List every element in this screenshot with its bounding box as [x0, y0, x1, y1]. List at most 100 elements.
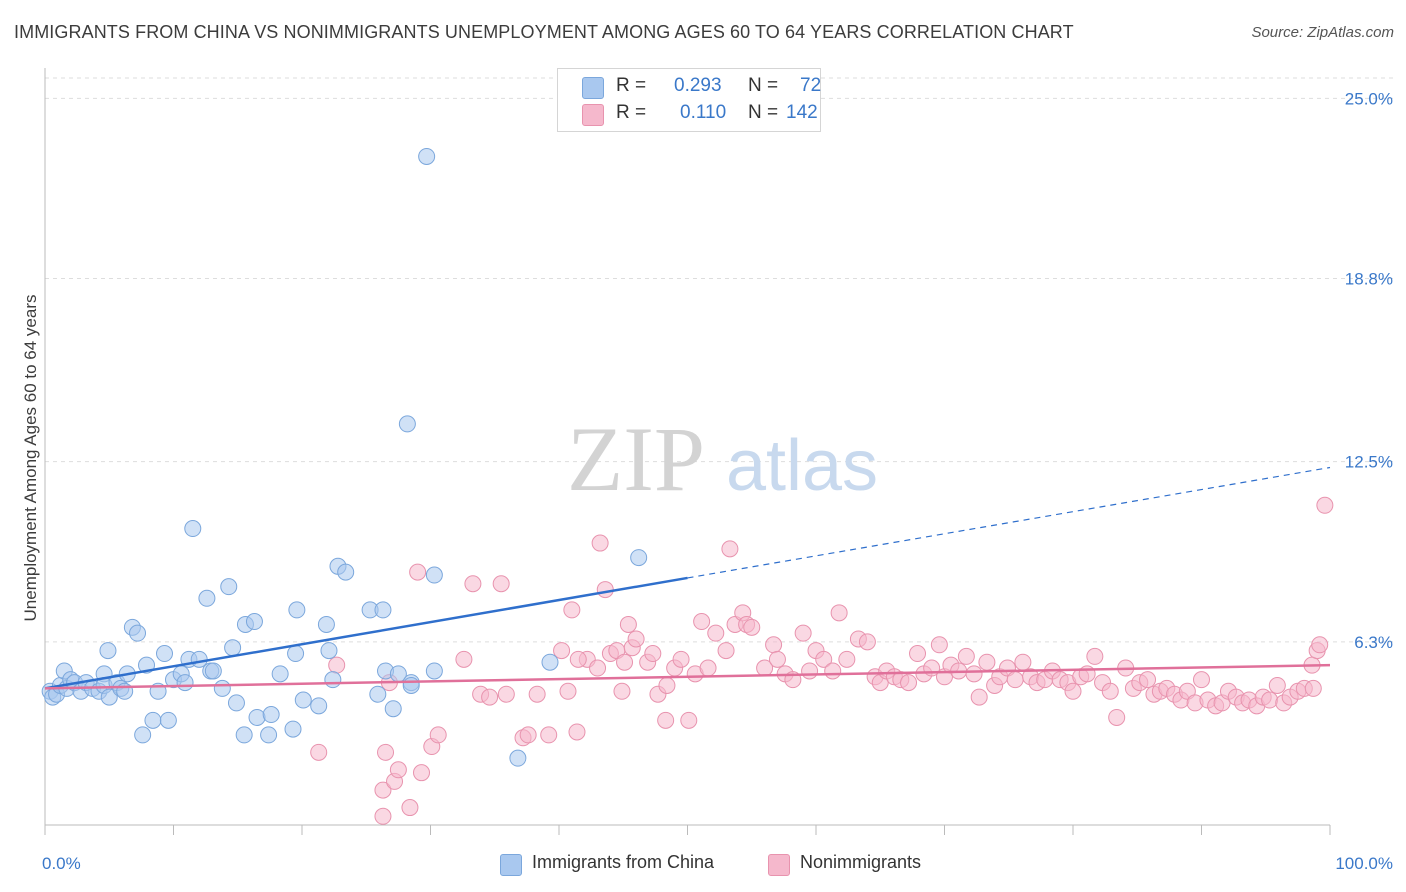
- data-point: [134, 726, 152, 744]
- bottom-legend-label: Nonimmigrants: [800, 852, 922, 872]
- legend-r-value: 0.293: [674, 75, 722, 96]
- legend-r-value: 0.110: [680, 102, 727, 123]
- data-point: [497, 685, 515, 703]
- data-point: [568, 723, 586, 741]
- chart-title: IMMIGRANTS FROM CHINA VS NONIMMIGRANTS U…: [14, 22, 1074, 42]
- data-point: [540, 726, 558, 744]
- data-point: [1086, 647, 1104, 665]
- data-point: [328, 656, 346, 674]
- data-point: [657, 711, 675, 729]
- data-point: [824, 662, 842, 680]
- legend-n-label: N =: [748, 102, 779, 123]
- trend-lines: [44, 466, 1331, 690]
- data-point: [260, 726, 278, 744]
- watermark: ZIP atlas: [567, 408, 878, 510]
- data-point: [619, 615, 637, 633]
- data-point: [288, 601, 306, 619]
- data-point: [455, 650, 473, 668]
- data-point: [320, 642, 338, 660]
- data-point: [429, 726, 447, 744]
- data-point: [589, 659, 607, 677]
- bottom-legend-swatch-nonimmigrants: [768, 854, 790, 876]
- y-axis-label: Unemployment Among Ages 60 to 64 years: [21, 294, 40, 622]
- data-point: [717, 642, 735, 660]
- y-tick-label: 25.0%: [1345, 89, 1393, 108]
- data-point: [384, 700, 402, 718]
- data-point: [248, 708, 266, 726]
- data-point: [563, 601, 581, 619]
- data-point: [401, 799, 419, 817]
- data-point: [337, 563, 355, 581]
- data-point: [900, 674, 918, 692]
- data-point: [1261, 691, 1279, 709]
- data-point: [1108, 708, 1126, 726]
- data-point: [553, 642, 571, 660]
- data-point: [707, 624, 725, 642]
- data-point: [1064, 682, 1082, 700]
- data-point: [100, 688, 118, 706]
- data-point: [156, 645, 174, 663]
- data-point: [794, 624, 812, 642]
- data-point: [220, 578, 238, 596]
- data-point: [271, 665, 289, 683]
- grid-lines: [45, 77, 1394, 643]
- data-point: [1311, 636, 1329, 654]
- data-point: [184, 520, 202, 538]
- data-point: [644, 645, 662, 663]
- data-point: [1006, 671, 1024, 689]
- data-point: [528, 685, 546, 703]
- trend-line-nonimmigrants: [44, 663, 1331, 690]
- series-nonimmigrants: [310, 496, 1334, 825]
- data-point: [425, 662, 443, 680]
- bottom-legend-swatch-china: [500, 854, 522, 876]
- data-point: [743, 618, 761, 636]
- data-point: [680, 711, 698, 729]
- data-point: [481, 688, 499, 706]
- watermark-zip: ZIP: [567, 408, 705, 510]
- data-point: [324, 671, 342, 689]
- watermark-atlas: atlas: [726, 426, 878, 506]
- data-point: [235, 726, 253, 744]
- y-tick-label: 6.3%: [1354, 633, 1393, 652]
- data-point: [374, 601, 392, 619]
- data-point: [801, 662, 819, 680]
- data-point: [693, 613, 711, 631]
- data-point: [1304, 679, 1322, 697]
- data-point: [978, 653, 996, 671]
- data-point: [464, 575, 482, 593]
- y-tick-label: 12.5%: [1345, 453, 1393, 472]
- data-point: [630, 549, 648, 567]
- data-point: [374, 807, 392, 825]
- data-point: [627, 630, 645, 648]
- data-point: [1316, 496, 1334, 514]
- data-point: [541, 653, 559, 671]
- data-point: [559, 682, 577, 700]
- data-point: [409, 563, 427, 581]
- data-point: [284, 720, 302, 738]
- data-point: [699, 659, 717, 677]
- data-point: [310, 697, 328, 715]
- data-point: [830, 604, 848, 622]
- data-point: [287, 645, 305, 663]
- tick-labels: 6.3% 12.5% 18.8% 25.0% 0.0% 100.0%: [42, 89, 1393, 873]
- legend-n-label: N =: [748, 75, 779, 96]
- data-point: [204, 662, 222, 680]
- data-point: [596, 581, 614, 599]
- x-tick-label: 0.0%: [42, 854, 81, 873]
- data-point: [569, 650, 587, 668]
- data-point: [176, 674, 194, 692]
- data-point: [425, 566, 443, 584]
- data-point: [1014, 653, 1032, 671]
- data-point: [957, 647, 975, 665]
- data-point: [144, 711, 162, 729]
- data-point: [262, 706, 280, 724]
- data-point: [418, 147, 436, 165]
- data-point: [99, 642, 117, 660]
- trend-line-china-extension: [687, 466, 1331, 579]
- stats-legend: R = 0.293 N = 72 R = 0.110 N = 142: [557, 68, 821, 132]
- data-point: [1101, 682, 1119, 700]
- data-point: [909, 645, 927, 663]
- data-point: [294, 691, 312, 709]
- data-point: [838, 650, 856, 668]
